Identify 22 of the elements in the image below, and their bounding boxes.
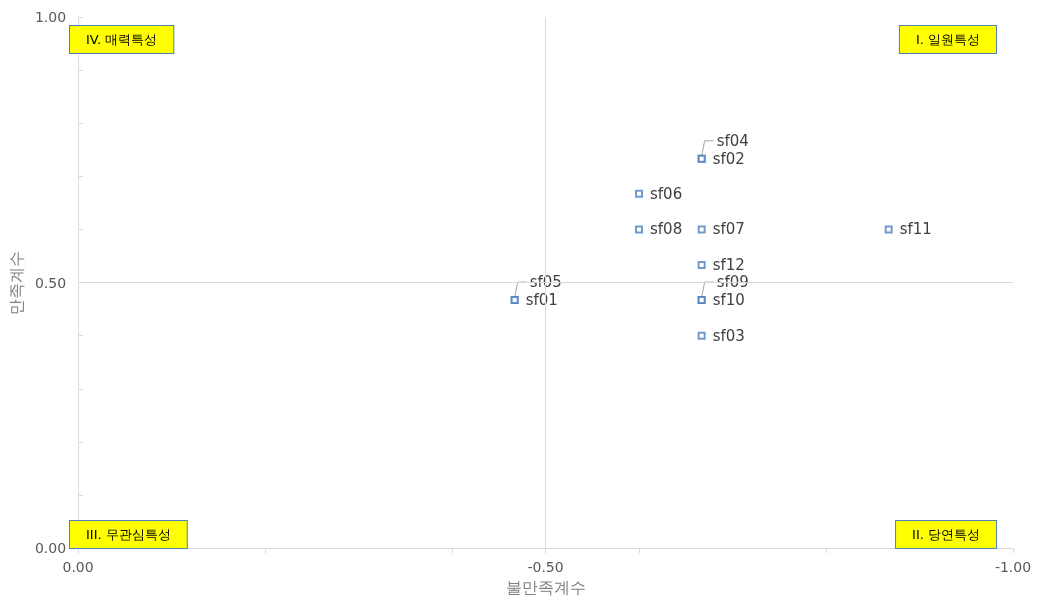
y-tick-label: 1.00 [34,9,67,25]
y-axis-title: 만족계수 [6,250,26,315]
x-tick-label: 0.00 [62,559,94,576]
annotation: II. 당연특성 [912,527,980,542]
annotation: sf03 [712,326,745,345]
annotation: III. 무관심특성 [86,527,171,542]
y-tick-label: 0.00 [34,540,67,557]
annotation: IV. 매력특성 [86,32,158,47]
annotation: sf04 [716,131,749,150]
annotation: sf01 [525,291,558,310]
annotation: sf06 [650,184,683,203]
x-axis-title: 불만족계수 [505,577,586,597]
annotation: sf08 [650,220,683,239]
annotation: sf12 [712,256,745,275]
y-tick-label: 0.50 [34,274,67,291]
annotation: sf02 [712,149,745,168]
annotation: sf11 [899,220,932,239]
annotation: sf07 [712,220,745,239]
x-tick-label: -1.00 [994,559,1032,576]
x-tick-label: -0.50 [527,559,564,576]
annotation: sf10 [712,291,745,310]
annotation: I. 일원특성 [915,32,981,47]
